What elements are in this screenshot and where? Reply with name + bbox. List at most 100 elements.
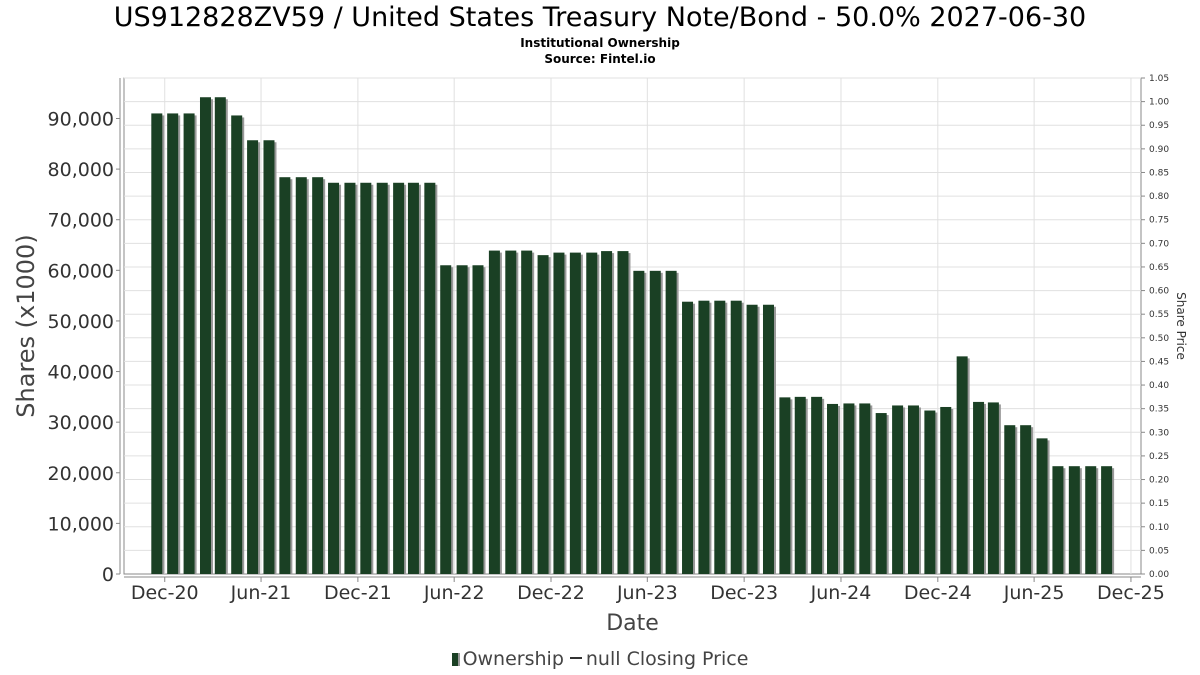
bar bbox=[569, 252, 581, 574]
y2-tick-label: 0.10 bbox=[1149, 523, 1169, 533]
y2-tick-label: 0.60 bbox=[1149, 287, 1169, 297]
y-tick-label: 20,000 bbox=[48, 463, 114, 485]
y-tick-label: 80,000 bbox=[48, 159, 114, 181]
bar bbox=[312, 177, 324, 574]
y2-tick-label: 0.50 bbox=[1149, 334, 1169, 344]
ownership-legend-swatch bbox=[451, 653, 460, 666]
bar bbox=[924, 410, 936, 574]
y2-tick-label: 0.75 bbox=[1149, 216, 1169, 226]
bar bbox=[633, 270, 645, 574]
ownership-legend-label: Ownership bbox=[462, 648, 564, 670]
y2-tick-label: 0.55 bbox=[1149, 310, 1169, 320]
x-tick-label: Dec-25 bbox=[1097, 582, 1165, 604]
x-axis-title: Date bbox=[606, 611, 659, 636]
bar bbox=[472, 265, 484, 574]
chart-legend: Ownership null Closing Price bbox=[0, 647, 1200, 671]
y2-tick-label: 0.35 bbox=[1149, 405, 1169, 415]
bar bbox=[360, 182, 372, 575]
bar bbox=[456, 265, 468, 574]
bar bbox=[247, 140, 259, 575]
x-tick-label: Jun-21 bbox=[230, 582, 292, 604]
bar bbox=[762, 304, 774, 574]
bar bbox=[892, 405, 904, 574]
y2-tick-label: 0.20 bbox=[1149, 476, 1169, 486]
y2-axis-title: Share Price bbox=[1174, 292, 1188, 360]
bar bbox=[714, 300, 726, 574]
bar bbox=[617, 251, 629, 574]
bar bbox=[601, 251, 613, 574]
bar bbox=[779, 397, 791, 574]
bar bbox=[263, 140, 275, 575]
price-legend-label: null Closing Price bbox=[585, 648, 749, 670]
bar bbox=[167, 113, 179, 574]
y2-tick-label: 0.45 bbox=[1149, 357, 1169, 367]
bar bbox=[586, 252, 598, 574]
bar bbox=[665, 270, 677, 574]
bar bbox=[553, 252, 565, 574]
x-tick-label: Dec-24 bbox=[904, 582, 972, 604]
y2-tick-label: 0.05 bbox=[1149, 546, 1169, 556]
bar bbox=[376, 182, 388, 575]
bar bbox=[231, 115, 243, 574]
bar bbox=[440, 265, 452, 574]
bar bbox=[956, 356, 968, 574]
bar bbox=[151, 113, 163, 574]
x-tick-label: Jun-25 bbox=[1003, 582, 1065, 604]
bar bbox=[505, 250, 517, 574]
bar bbox=[1085, 466, 1097, 574]
bar bbox=[987, 402, 999, 574]
y-tick-label: 90,000 bbox=[48, 108, 114, 130]
bar bbox=[827, 403, 839, 574]
bar bbox=[1036, 438, 1048, 574]
y-tick-label: 40,000 bbox=[48, 362, 114, 384]
y2-tick-label: 0.65 bbox=[1149, 263, 1169, 273]
bar bbox=[521, 250, 533, 574]
y-tick-label: 60,000 bbox=[48, 260, 114, 282]
bar bbox=[794, 396, 806, 574]
bar bbox=[1068, 466, 1080, 574]
bar bbox=[1020, 425, 1032, 574]
bar bbox=[1052, 466, 1064, 574]
bar bbox=[183, 113, 195, 574]
bar bbox=[537, 255, 549, 574]
bar bbox=[682, 301, 694, 574]
y-tick-label: 30,000 bbox=[48, 412, 114, 434]
chart-subtitle: Institutional Ownership bbox=[520, 36, 680, 50]
bar bbox=[393, 182, 405, 575]
x-tick-label: Dec-23 bbox=[710, 582, 778, 604]
bar bbox=[1004, 425, 1016, 574]
bar bbox=[843, 403, 855, 574]
plot-area bbox=[123, 77, 1142, 575]
bar bbox=[344, 182, 356, 575]
bar bbox=[199, 97, 211, 574]
y2-tick-label: 0.40 bbox=[1149, 381, 1169, 391]
y-tick-label: 10,000 bbox=[48, 513, 114, 535]
bar bbox=[424, 182, 436, 575]
bar bbox=[698, 300, 710, 574]
bar bbox=[907, 405, 919, 574]
bar bbox=[973, 401, 985, 574]
bar bbox=[488, 250, 500, 574]
y2-tick-label: 0.95 bbox=[1149, 121, 1169, 131]
bar bbox=[214, 97, 226, 574]
y2-tick-label: 0.30 bbox=[1149, 428, 1169, 438]
y-tick-label: 70,000 bbox=[48, 210, 114, 232]
y2-tick-label: 0.15 bbox=[1149, 499, 1169, 509]
chart-source: Source: Fintel.io bbox=[544, 52, 656, 66]
bar bbox=[295, 177, 307, 574]
y2-tick-label: 0.70 bbox=[1149, 239, 1169, 249]
y2-tick-label: 0.25 bbox=[1149, 452, 1169, 462]
bar bbox=[328, 182, 340, 575]
y2-tick-label: 1.05 bbox=[1149, 74, 1169, 84]
y-axis-title: Shares (x1000) bbox=[12, 234, 40, 417]
y2-tick-label: 1.00 bbox=[1149, 98, 1169, 108]
x-tick-label: Dec-21 bbox=[324, 582, 392, 604]
bar bbox=[279, 177, 291, 574]
y-tick-label: 0 bbox=[102, 564, 114, 586]
bar bbox=[730, 300, 742, 574]
price-legend-line bbox=[569, 657, 582, 659]
x-tick-label: Dec-20 bbox=[131, 582, 199, 604]
x-tick-label: Dec-22 bbox=[517, 582, 585, 604]
x-tick-label: Jun-22 bbox=[423, 582, 485, 604]
